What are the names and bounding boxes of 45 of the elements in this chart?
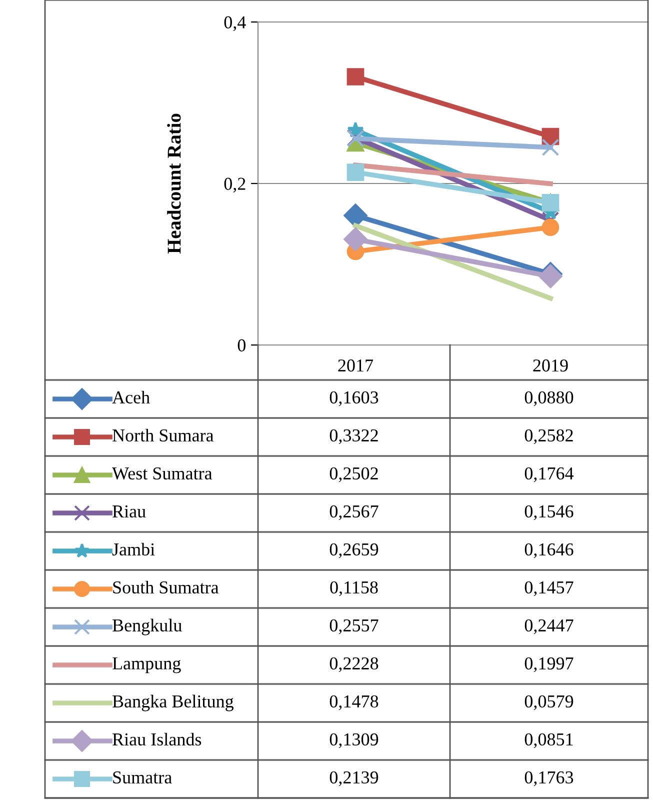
- point: [542, 218, 560, 236]
- data-label: 0,2502: [330, 467, 378, 482]
- data-label: 0,1309: [330, 733, 378, 748]
- point: [344, 204, 368, 228]
- legend-label: Bengkulu: [112, 618, 182, 636]
- data-label: 0,1603: [330, 391, 378, 406]
- legend-label: South Sumatra: [113, 580, 219, 594]
- data-label: 0,1764: [524, 467, 574, 482]
- y-tick-label: 0,2: [224, 178, 246, 193]
- data-label: 0,1646: [524, 543, 574, 558]
- legend-label: Aceh: [112, 390, 150, 404]
- data-label: 0,1997: [524, 657, 574, 672]
- data-label: 0,0579: [524, 695, 574, 710]
- legend-label: Riau: [112, 505, 146, 518]
- legend-label: North Sumara: [112, 428, 214, 442]
- data-label: 0,2228: [330, 657, 378, 672]
- data-label: 0,2139: [330, 771, 378, 786]
- data-label: 0,3322: [330, 429, 378, 444]
- legend-label: Riau Islands: [112, 732, 202, 746]
- data-label: 0,2557: [330, 619, 378, 634]
- y-tick-label: 0,4: [224, 16, 246, 32]
- data-label: 0,2582: [524, 429, 573, 444]
- y-tick-label: 0: [238, 339, 246, 352]
- point: [542, 138, 560, 156]
- data-label: 0,2567: [330, 505, 378, 520]
- data-label: 0,1457: [524, 581, 574, 596]
- data-label: 0,0851: [524, 733, 573, 748]
- legend-label: West Sumatra: [112, 467, 212, 480]
- point: [346, 68, 364, 86]
- data-label: 0,2447: [524, 619, 574, 634]
- data-label: 0,1158: [330, 581, 378, 596]
- point: [344, 227, 368, 252]
- data-label: 0,1763: [524, 771, 574, 786]
- data-label: 0,1478: [330, 695, 378, 710]
- data-label: 0,0880: [524, 391, 574, 406]
- legend-label: Jambi: [112, 542, 155, 556]
- legend-label: Bangka Belitung: [112, 694, 234, 712]
- x-tick-label: 2019: [533, 359, 568, 372]
- legend-label: Sumatra: [113, 771, 172, 784]
- y-axis-title: Headcount Ratio: [167, 114, 181, 254]
- legend-label: Lampung: [112, 657, 181, 674]
- x-tick-label: 2017: [338, 359, 374, 372]
- data-label: 0,2659: [330, 543, 378, 558]
- point: [346, 164, 364, 181]
- data-label: 0,1546: [524, 505, 574, 520]
